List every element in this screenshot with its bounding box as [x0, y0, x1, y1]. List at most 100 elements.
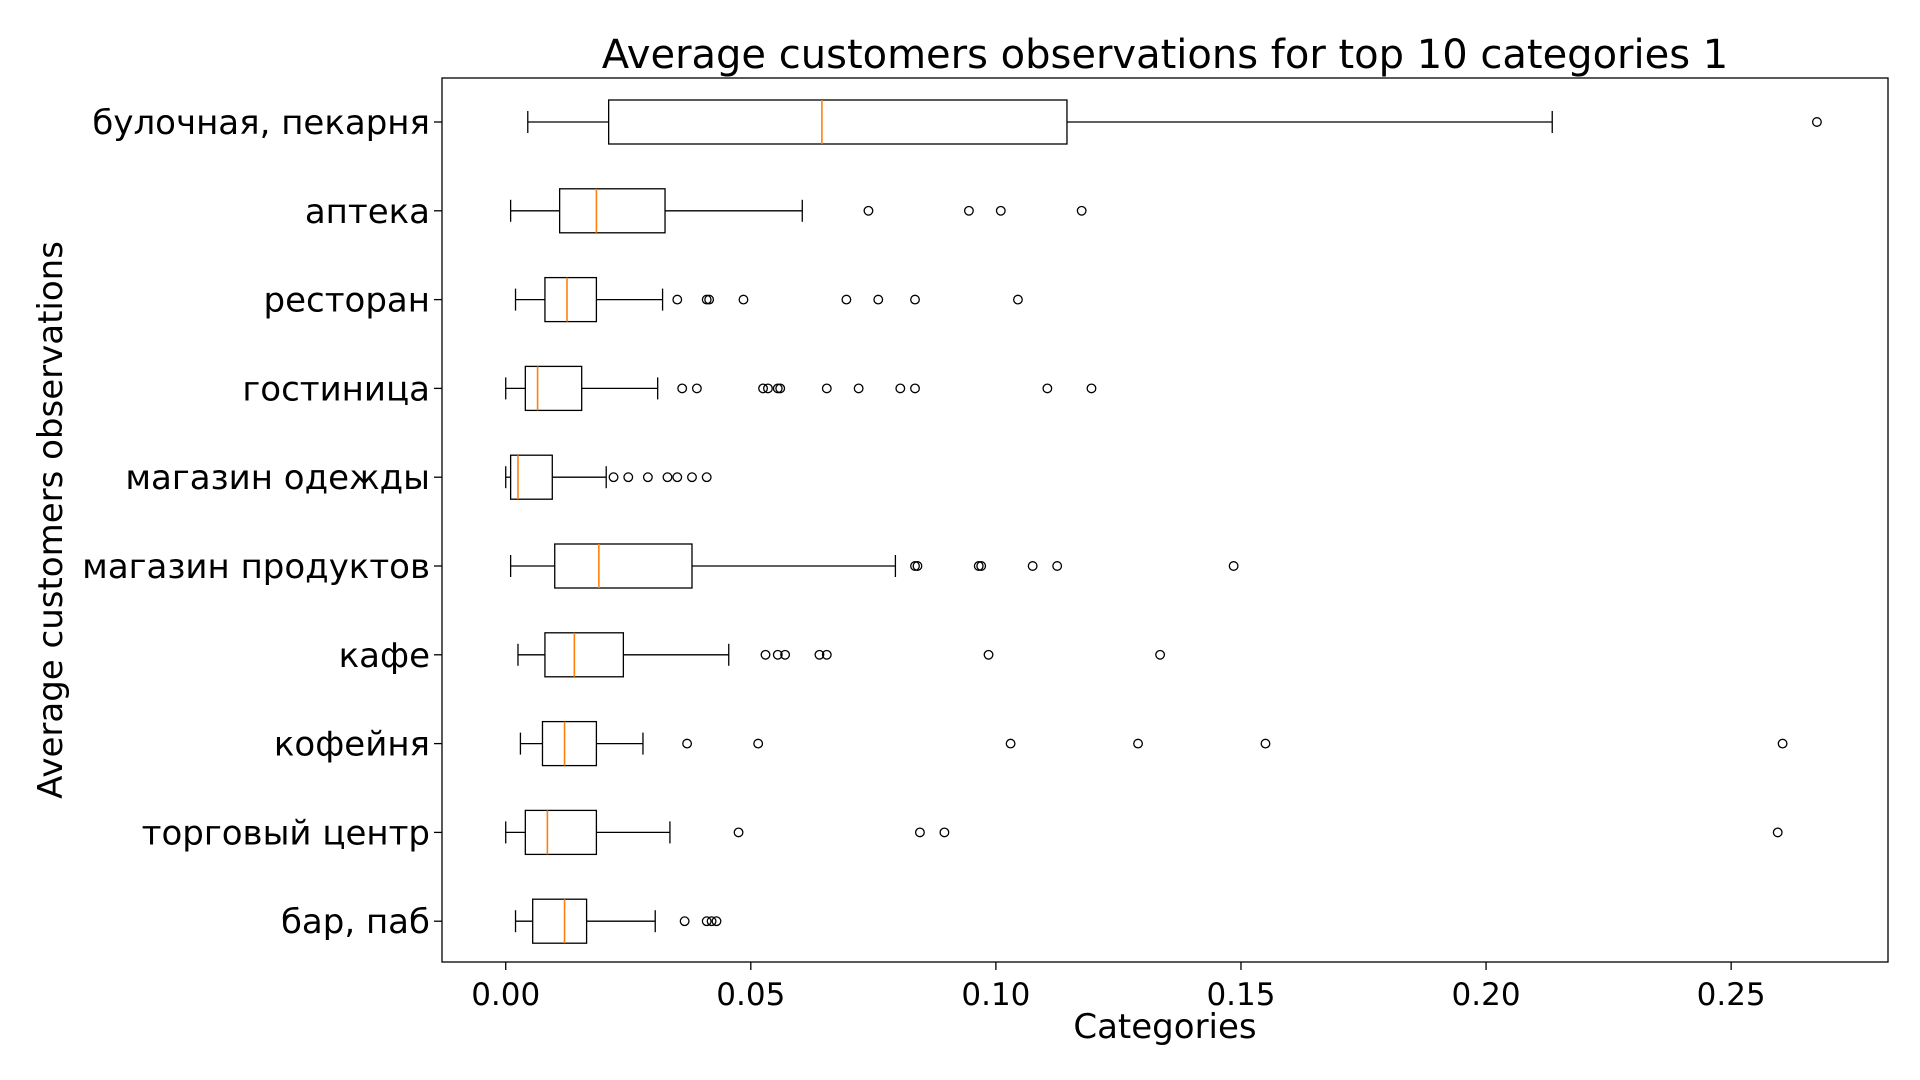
outlier-point [687, 472, 697, 483]
chart-title: Average customers observations for top 1… [602, 32, 1728, 78]
iqr-box [524, 365, 583, 412]
outlier-point [1012, 294, 1023, 305]
iqr-box [532, 898, 588, 944]
outlier-point [863, 205, 874, 216]
iqr-box [524, 809, 598, 856]
x-tick-label: 0.00 [471, 977, 540, 1013]
outlier-point [691, 383, 702, 394]
outlier-point [760, 649, 771, 660]
outlier-point [1228, 561, 1239, 571]
category-label: кофейня [274, 725, 430, 765]
outlier-point [1027, 561, 1038, 571]
plot-area-frame [441, 77, 1889, 963]
outlier-point [1155, 649, 1166, 660]
category-label: аптека [305, 192, 430, 232]
outlier-point [912, 561, 923, 571]
box-group [519, 720, 1788, 767]
iqr-box [554, 543, 693, 589]
y-axis-category-labels: булочная, пекарня аптека ресторан гостиница… [82, 103, 442, 942]
iqr-box [541, 720, 598, 767]
outlier-point [1052, 561, 1063, 571]
box-group [514, 276, 1023, 323]
outlier-point [1260, 738, 1271, 749]
category-label: бар, паб [281, 902, 430, 942]
box-group [509, 543, 1239, 589]
outlier-point [677, 383, 688, 394]
box-group [527, 99, 1822, 145]
category-label: гостиница [242, 369, 430, 409]
outlier-point [895, 383, 906, 394]
outlier-point [1133, 738, 1143, 749]
iqr-box [509, 454, 553, 500]
category-label: булочная, пекарня [92, 103, 430, 143]
y-axis-label: Average customers observations [31, 241, 71, 799]
iqr-box [558, 188, 666, 234]
category-label: магазин одежды [125, 458, 430, 498]
outlier-point [1777, 738, 1788, 749]
outlier-point [841, 294, 852, 305]
outlier-point [910, 383, 920, 394]
outlier-point [733, 827, 744, 838]
category-label: ресторан [264, 281, 430, 321]
outlier-point [1005, 738, 1016, 749]
plot-marks [505, 99, 1822, 944]
outlier-point [775, 383, 786, 394]
outlier-point [711, 916, 722, 927]
box-group [505, 809, 1783, 856]
category-label: кафе [339, 636, 430, 676]
outlier-point [963, 205, 974, 216]
x-tick-label: 0.05 [716, 977, 785, 1013]
outlier-point [772, 649, 783, 660]
outlier-point [995, 205, 1006, 216]
outlier-point [608, 472, 619, 483]
outlier-point [763, 383, 773, 394]
iqr-box [544, 276, 598, 323]
outlier-point [873, 294, 884, 305]
outlier-point [821, 649, 832, 660]
x-tick-label: 0.10 [961, 977, 1030, 1013]
box-group [517, 632, 1166, 678]
outlier-point [758, 383, 769, 394]
category-label: магазин продуктов [82, 547, 430, 587]
outlier-point [704, 294, 715, 305]
box-group [505, 365, 1097, 412]
x-tick-label: 0.25 [1697, 977, 1766, 1013]
outlier-point [976, 561, 987, 571]
outlier-point [672, 294, 683, 305]
outlier-point [1772, 827, 1783, 838]
outlier-point [623, 472, 634, 483]
outlier-point [1076, 205, 1087, 216]
outlier-point [1042, 383, 1053, 394]
outlier-point [679, 916, 690, 927]
outlier-point [1811, 117, 1822, 127]
outlier-point [642, 472, 653, 483]
outlier-point [1086, 383, 1097, 394]
outlier-point [983, 649, 994, 660]
box-group [514, 898, 722, 944]
outlier-point [939, 827, 950, 838]
outlier-point [672, 472, 683, 483]
outlier-point [914, 827, 925, 838]
outlier-point [821, 383, 832, 394]
iqr-box [608, 99, 1068, 145]
x-tick-label: 0.20 [1452, 977, 1521, 1013]
outlier-point [853, 383, 864, 394]
outlier-point [701, 916, 712, 927]
outlier-point [753, 738, 764, 749]
category-label: торговый центр [142, 813, 430, 853]
outlier-point [780, 649, 791, 660]
x-axis-label: Categories [1073, 1007, 1256, 1047]
outlier-point [706, 916, 717, 927]
outlier-point [662, 472, 673, 483]
box-group [509, 188, 1087, 234]
outlier-point [814, 649, 825, 660]
outlier-point [910, 294, 920, 305]
x-axis-ticks: 0.00 0.05 0.10 0.15 0.20 0.25 [471, 962, 1766, 1013]
x-tick-label: 0.15 [1206, 977, 1275, 1013]
outlier-point [682, 738, 693, 749]
outlier-point [701, 472, 712, 483]
iqr-box [544, 632, 625, 678]
outlier-point [738, 294, 749, 305]
